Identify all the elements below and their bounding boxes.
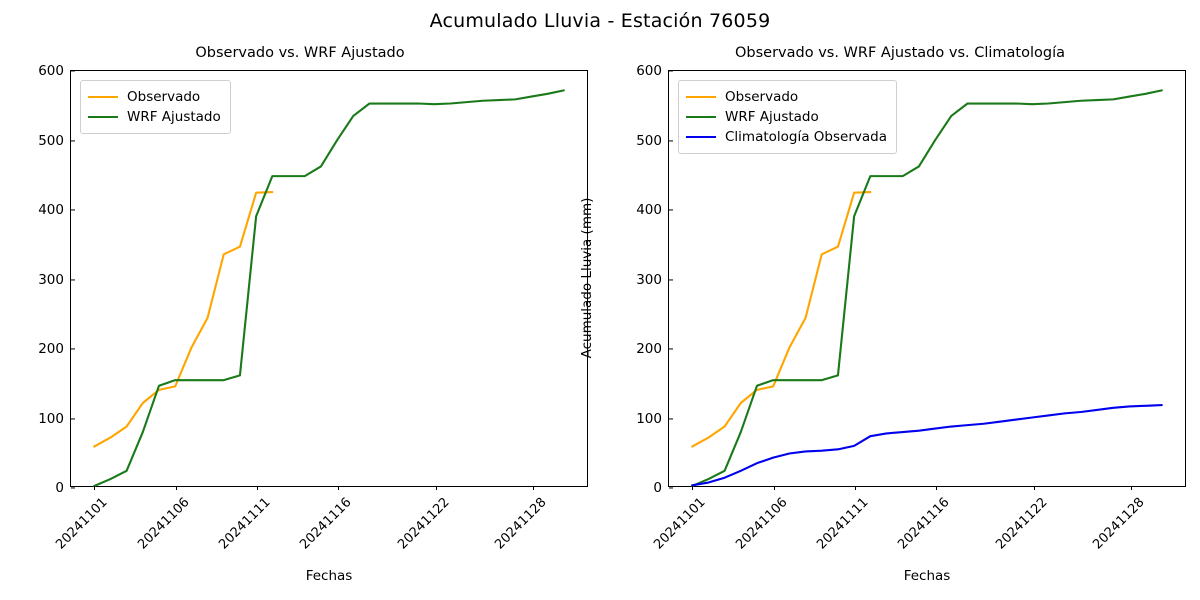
y-tick-label: 300 — [636, 272, 673, 288]
x-tick-mark — [936, 486, 938, 490]
x-tick-label: 20241106 — [732, 495, 791, 553]
y-tick-label: 100 — [636, 411, 673, 427]
x-axis-label-left: Fechas — [305, 568, 353, 584]
y-tick-mark — [669, 487, 673, 489]
series-line-observado — [94, 192, 272, 447]
y-tick-label: 600 — [38, 63, 75, 79]
x-tick-label: 20241106 — [134, 495, 193, 553]
y-tick-mark — [669, 348, 673, 350]
y-tick-mark — [71, 417, 75, 420]
y-tick-mark — [669, 417, 673, 420]
y-tick-mark — [71, 487, 75, 489]
x-tick-label: 20241111 — [814, 495, 872, 553]
x-tick-mark — [256, 486, 258, 490]
x-tick-label: 20241101 — [53, 495, 111, 553]
y-tick-mark — [669, 278, 673, 281]
x-axis-label-right: Fechas — [903, 568, 951, 584]
y-tick-label: 500 — [636, 133, 673, 149]
legend-label: WRF Ajustado — [127, 109, 221, 125]
y-tick-label: 400 — [38, 202, 75, 218]
y-tick-label: 400 — [636, 202, 673, 218]
panel-right: Observado vs. WRF Ajustado vs. Climatolo… — [579, 0, 1200, 600]
legend-left: Observado WRF Ajustado — [80, 80, 231, 134]
series-line-wrf-ajustado — [94, 90, 564, 486]
x-tick-mark — [175, 486, 177, 490]
y-tick-mark — [71, 278, 75, 281]
y-tick-mark — [669, 209, 673, 211]
legend-label: Observado — [127, 89, 201, 105]
y-tick-label: 600 — [636, 63, 673, 79]
y-tick-label: 0 — [653, 480, 673, 496]
y-tick-mark — [669, 70, 673, 72]
legend-swatch-icon — [686, 136, 716, 138]
x-tick-mark — [533, 486, 535, 490]
legend-right: Observado WRF Ajustado Climatología Observ… — [678, 80, 897, 154]
y-axis-label-right: Acumulado Lluvia (mm) — [579, 197, 595, 358]
y-tick-mark — [71, 348, 75, 350]
panel-left-title: Observado vs. WRF Ajustado — [195, 45, 405, 61]
y-tick-label: 200 — [636, 341, 673, 357]
x-tick-mark — [435, 486, 437, 490]
series-layer-right — [669, 71, 1185, 486]
x-tick-mark — [854, 486, 856, 490]
y-tick-label: 0 — [55, 480, 75, 496]
x-tick-label: 20241116 — [895, 495, 953, 553]
x-tick-label: 20241111 — [216, 495, 274, 553]
legend-item[interactable]: Climatología Observada — [686, 127, 887, 147]
legend-item[interactable]: Observado — [88, 87, 221, 107]
plot-area-left: Acumulado Lluvia (mm) Fechas ObservadoWR… — [38, 63, 588, 584]
panel-left: Observado vs. WRF Ajustado Acumulado Llu… — [38, 45, 588, 584]
legend-label: WRF Ajustado — [725, 109, 819, 125]
y-tick-label: 100 — [38, 411, 75, 427]
legend-swatch-icon — [88, 96, 118, 98]
series-layer-left — [71, 71, 587, 486]
plot-area-right: Acumulado Lluvia (mm) Fechas Observado WR… — [579, 63, 1186, 584]
series-line-observado — [692, 192, 870, 447]
x-tick-label: 20241122 — [394, 495, 453, 553]
x-tick-label: 20241122 — [992, 495, 1051, 553]
legend-label: Climatología Observada — [725, 129, 887, 145]
legend-swatch-icon — [686, 96, 716, 98]
y-tick-label: 300 — [38, 272, 75, 288]
y-tick-mark — [669, 139, 673, 142]
x-tick-mark — [94, 486, 96, 490]
x-tick-label: 20241128 — [492, 495, 550, 553]
x-tick-mark — [773, 486, 775, 490]
y-tick-label: 200 — [38, 341, 75, 357]
legend-swatch-icon — [88, 116, 118, 118]
series-line-climatolog-a-observada — [692, 405, 1162, 485]
x-tick-mark — [1033, 486, 1035, 490]
legend-swatch-icon — [686, 116, 716, 118]
series-line-wrf-ajustado — [692, 90, 1162, 486]
y-tick-label: 500 — [38, 133, 75, 149]
y-tick-mark — [71, 139, 75, 142]
x-tick-label: 20241116 — [297, 495, 355, 553]
x-tick-label: 20241101 — [651, 495, 709, 553]
figure-title: Acumulado Lluvia - Estación 76059 — [429, 10, 771, 32]
x-tick-mark — [338, 486, 340, 490]
panel-right-title: Observado vs. WRF Ajustado vs. Climatolo… — [735, 45, 1065, 61]
legend-item[interactable]: WRF Ajustado — [686, 107, 887, 127]
y-tick-mark — [71, 209, 75, 211]
x-tick-label: 20241128 — [1090, 495, 1148, 553]
legend-item[interactable]: WRF Ajustado — [88, 107, 221, 127]
legend-item[interactable]: Observado — [686, 87, 887, 107]
legend-label: Observado — [725, 89, 799, 105]
x-tick-mark — [1131, 486, 1133, 490]
y-tick-mark — [71, 70, 75, 72]
x-tick-mark — [692, 486, 694, 490]
